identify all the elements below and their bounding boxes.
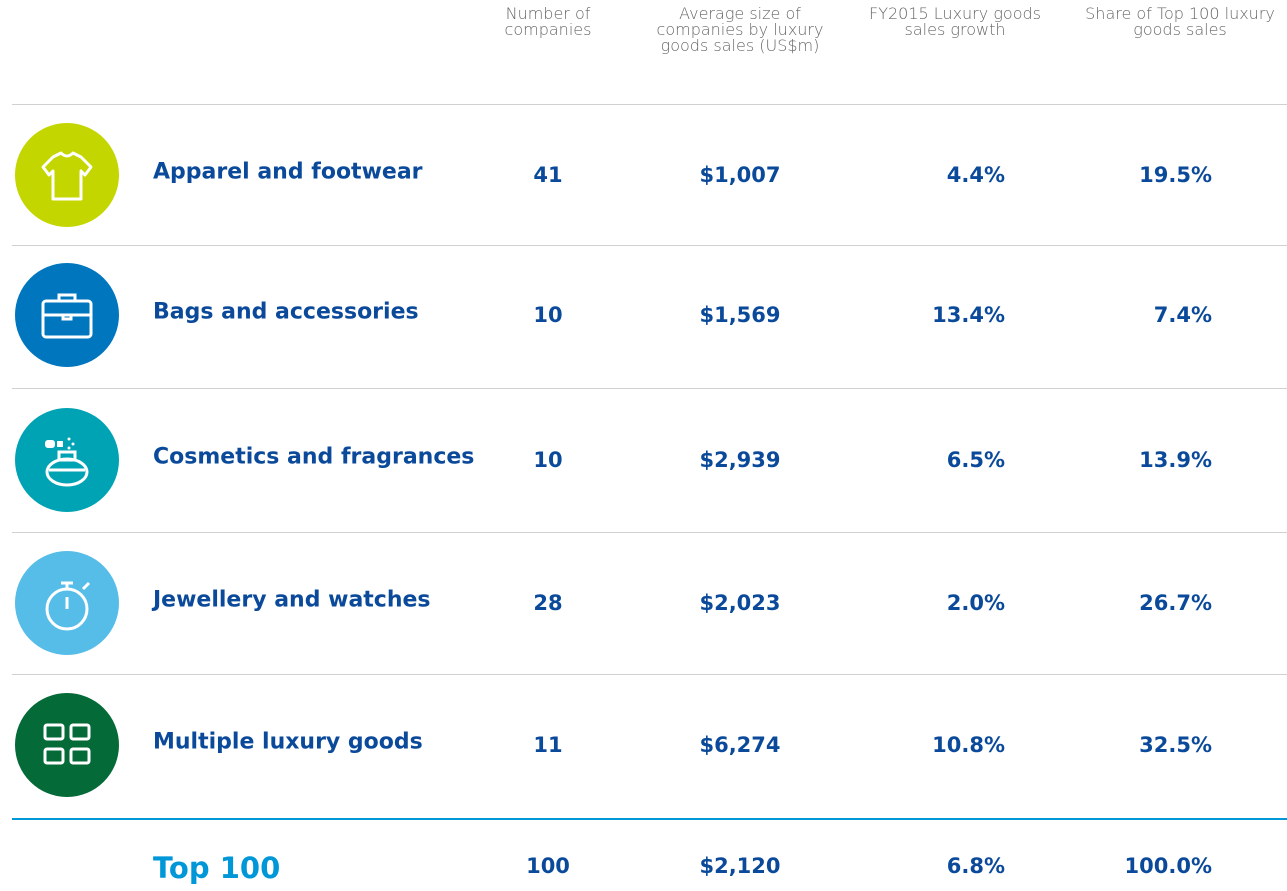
column-header: Average size of companies by luxury good… <box>656 4 824 55</box>
category-icon <box>15 123 119 227</box>
cell-value: 10 <box>533 448 563 472</box>
cell-value: $6,274 <box>699 733 781 757</box>
column-header: FY2015 Luxury goods sales growth <box>869 4 1041 39</box>
cell-value: 2.0% <box>946 591 1005 615</box>
row-label: Multiple luxury goods <box>153 729 423 755</box>
cell-value: 13.9% <box>1139 448 1212 472</box>
cell-value: $2,939 <box>699 448 781 472</box>
row-label: Cosmetics and fragrances <box>153 444 475 470</box>
total-label: Top 100 <box>153 851 281 885</box>
cell-value: 10.8% <box>932 733 1005 757</box>
total-value: 100 <box>526 854 570 878</box>
cell-value: $2,023 <box>699 591 781 615</box>
category-icon <box>15 551 119 655</box>
row-label: Apparel and footwear <box>153 159 423 185</box>
cell-value: $1,569 <box>699 303 781 327</box>
total-divider <box>12 818 1287 820</box>
cell-value: 10 <box>533 303 563 327</box>
row-divider <box>12 674 1287 675</box>
row-label: Bags and accessories <box>153 299 419 325</box>
cell-value: 26.7% <box>1139 591 1212 615</box>
cell-value: 11 <box>533 733 563 757</box>
total-value: 100.0% <box>1124 854 1212 878</box>
row-divider <box>12 104 1287 105</box>
column-header: Share of Top 100 luxury goods sales <box>1085 4 1275 39</box>
cell-value: 28 <box>533 591 563 615</box>
row-label: Jewellery and watches <box>153 587 431 613</box>
cell-value: 41 <box>533 163 563 187</box>
category-icon <box>15 408 119 512</box>
total-value: $2,120 <box>699 854 781 878</box>
cell-value: 6.5% <box>946 448 1005 472</box>
cell-value: 19.5% <box>1139 163 1212 187</box>
row-divider <box>12 245 1287 246</box>
column-header: Number of companies <box>504 4 592 39</box>
row-divider <box>12 388 1287 389</box>
row-divider <box>12 532 1287 533</box>
category-icon <box>15 693 119 797</box>
cell-value: $1,007 <box>699 163 781 187</box>
cell-value: 13.4% <box>932 303 1005 327</box>
cell-value: 4.4% <box>946 163 1005 187</box>
cell-value: 32.5% <box>1139 733 1212 757</box>
cell-value: 7.4% <box>1153 303 1212 327</box>
category-icon <box>15 263 119 367</box>
total-value: 6.8% <box>946 854 1005 878</box>
